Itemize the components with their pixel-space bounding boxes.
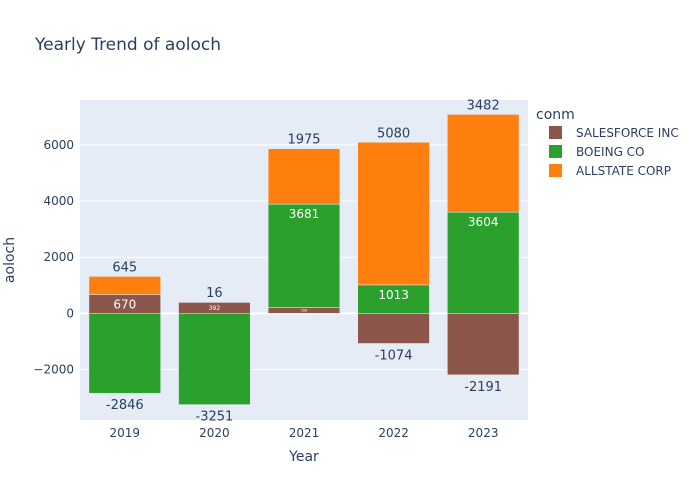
data-label: 1975 — [287, 133, 320, 148]
legend: conm SALESFORCE INC BOEING CO ALLSTATE COR… — [536, 107, 679, 178]
bar — [447, 114, 520, 213]
data-label: 3604 — [468, 215, 499, 229]
data-labels: 670 392 208 -1074 -2191 -2846 -3251 3681 1013 360… — [106, 98, 502, 424]
data-label: 392 — [209, 305, 221, 312]
y-tick-label: 6000 — [43, 138, 74, 152]
bar — [88, 313, 161, 394]
data-label: -3251 — [196, 410, 234, 425]
bar — [447, 211, 520, 314]
data-label: -1074 — [375, 348, 413, 363]
data-label: 1013 — [378, 288, 409, 302]
y-tick-label: 2000 — [43, 250, 74, 264]
data-label: 16 — [206, 286, 223, 301]
bars — [88, 114, 520, 405]
legend-label: SALESFORCE INC — [576, 126, 679, 140]
legend-label: ALLSTATE CORP — [576, 164, 671, 178]
x-tick-label: 2023 — [468, 426, 499, 440]
legend-label: BOEING CO — [576, 145, 645, 159]
data-label: 5080 — [377, 126, 410, 141]
y-tick-label: −2000 — [33, 362, 74, 376]
x-tick-label: 2022 — [378, 426, 409, 440]
bar — [357, 313, 430, 344]
y-tick-label: 4000 — [43, 194, 74, 208]
x-tick-label: 2021 — [289, 426, 320, 440]
legend-swatch — [549, 145, 562, 158]
legend-swatch — [549, 126, 562, 139]
legend-title: conm — [536, 107, 575, 123]
bar — [178, 313, 251, 405]
data-label: 670 — [113, 298, 136, 312]
legend-swatch — [549, 164, 562, 177]
data-label: 208 — [301, 309, 307, 313]
bar — [447, 313, 520, 376]
bar — [267, 203, 341, 308]
bar — [178, 301, 251, 303]
data-label: 645 — [112, 260, 137, 275]
bar — [357, 142, 430, 286]
bar — [88, 276, 161, 295]
x-axis-title: Year — [288, 449, 319, 465]
data-label: 3681 — [289, 207, 320, 221]
chart-title: Yearly Trend of aoloch — [34, 35, 221, 55]
bar — [357, 284, 430, 314]
data-label: -2846 — [106, 398, 144, 413]
axes: −2000 0 2000 4000 6000 2019 2020 2021 2022 2023 — [33, 138, 498, 440]
x-tick-label: 2019 — [110, 426, 141, 440]
y-tick-label: 0 — [66, 306, 74, 320]
data-label: 3482 — [467, 98, 500, 113]
bar — [267, 148, 341, 205]
x-tick-label: 2020 — [199, 426, 230, 440]
y-axis-title: aoloch — [2, 237, 18, 283]
data-label: -2191 — [464, 380, 502, 395]
